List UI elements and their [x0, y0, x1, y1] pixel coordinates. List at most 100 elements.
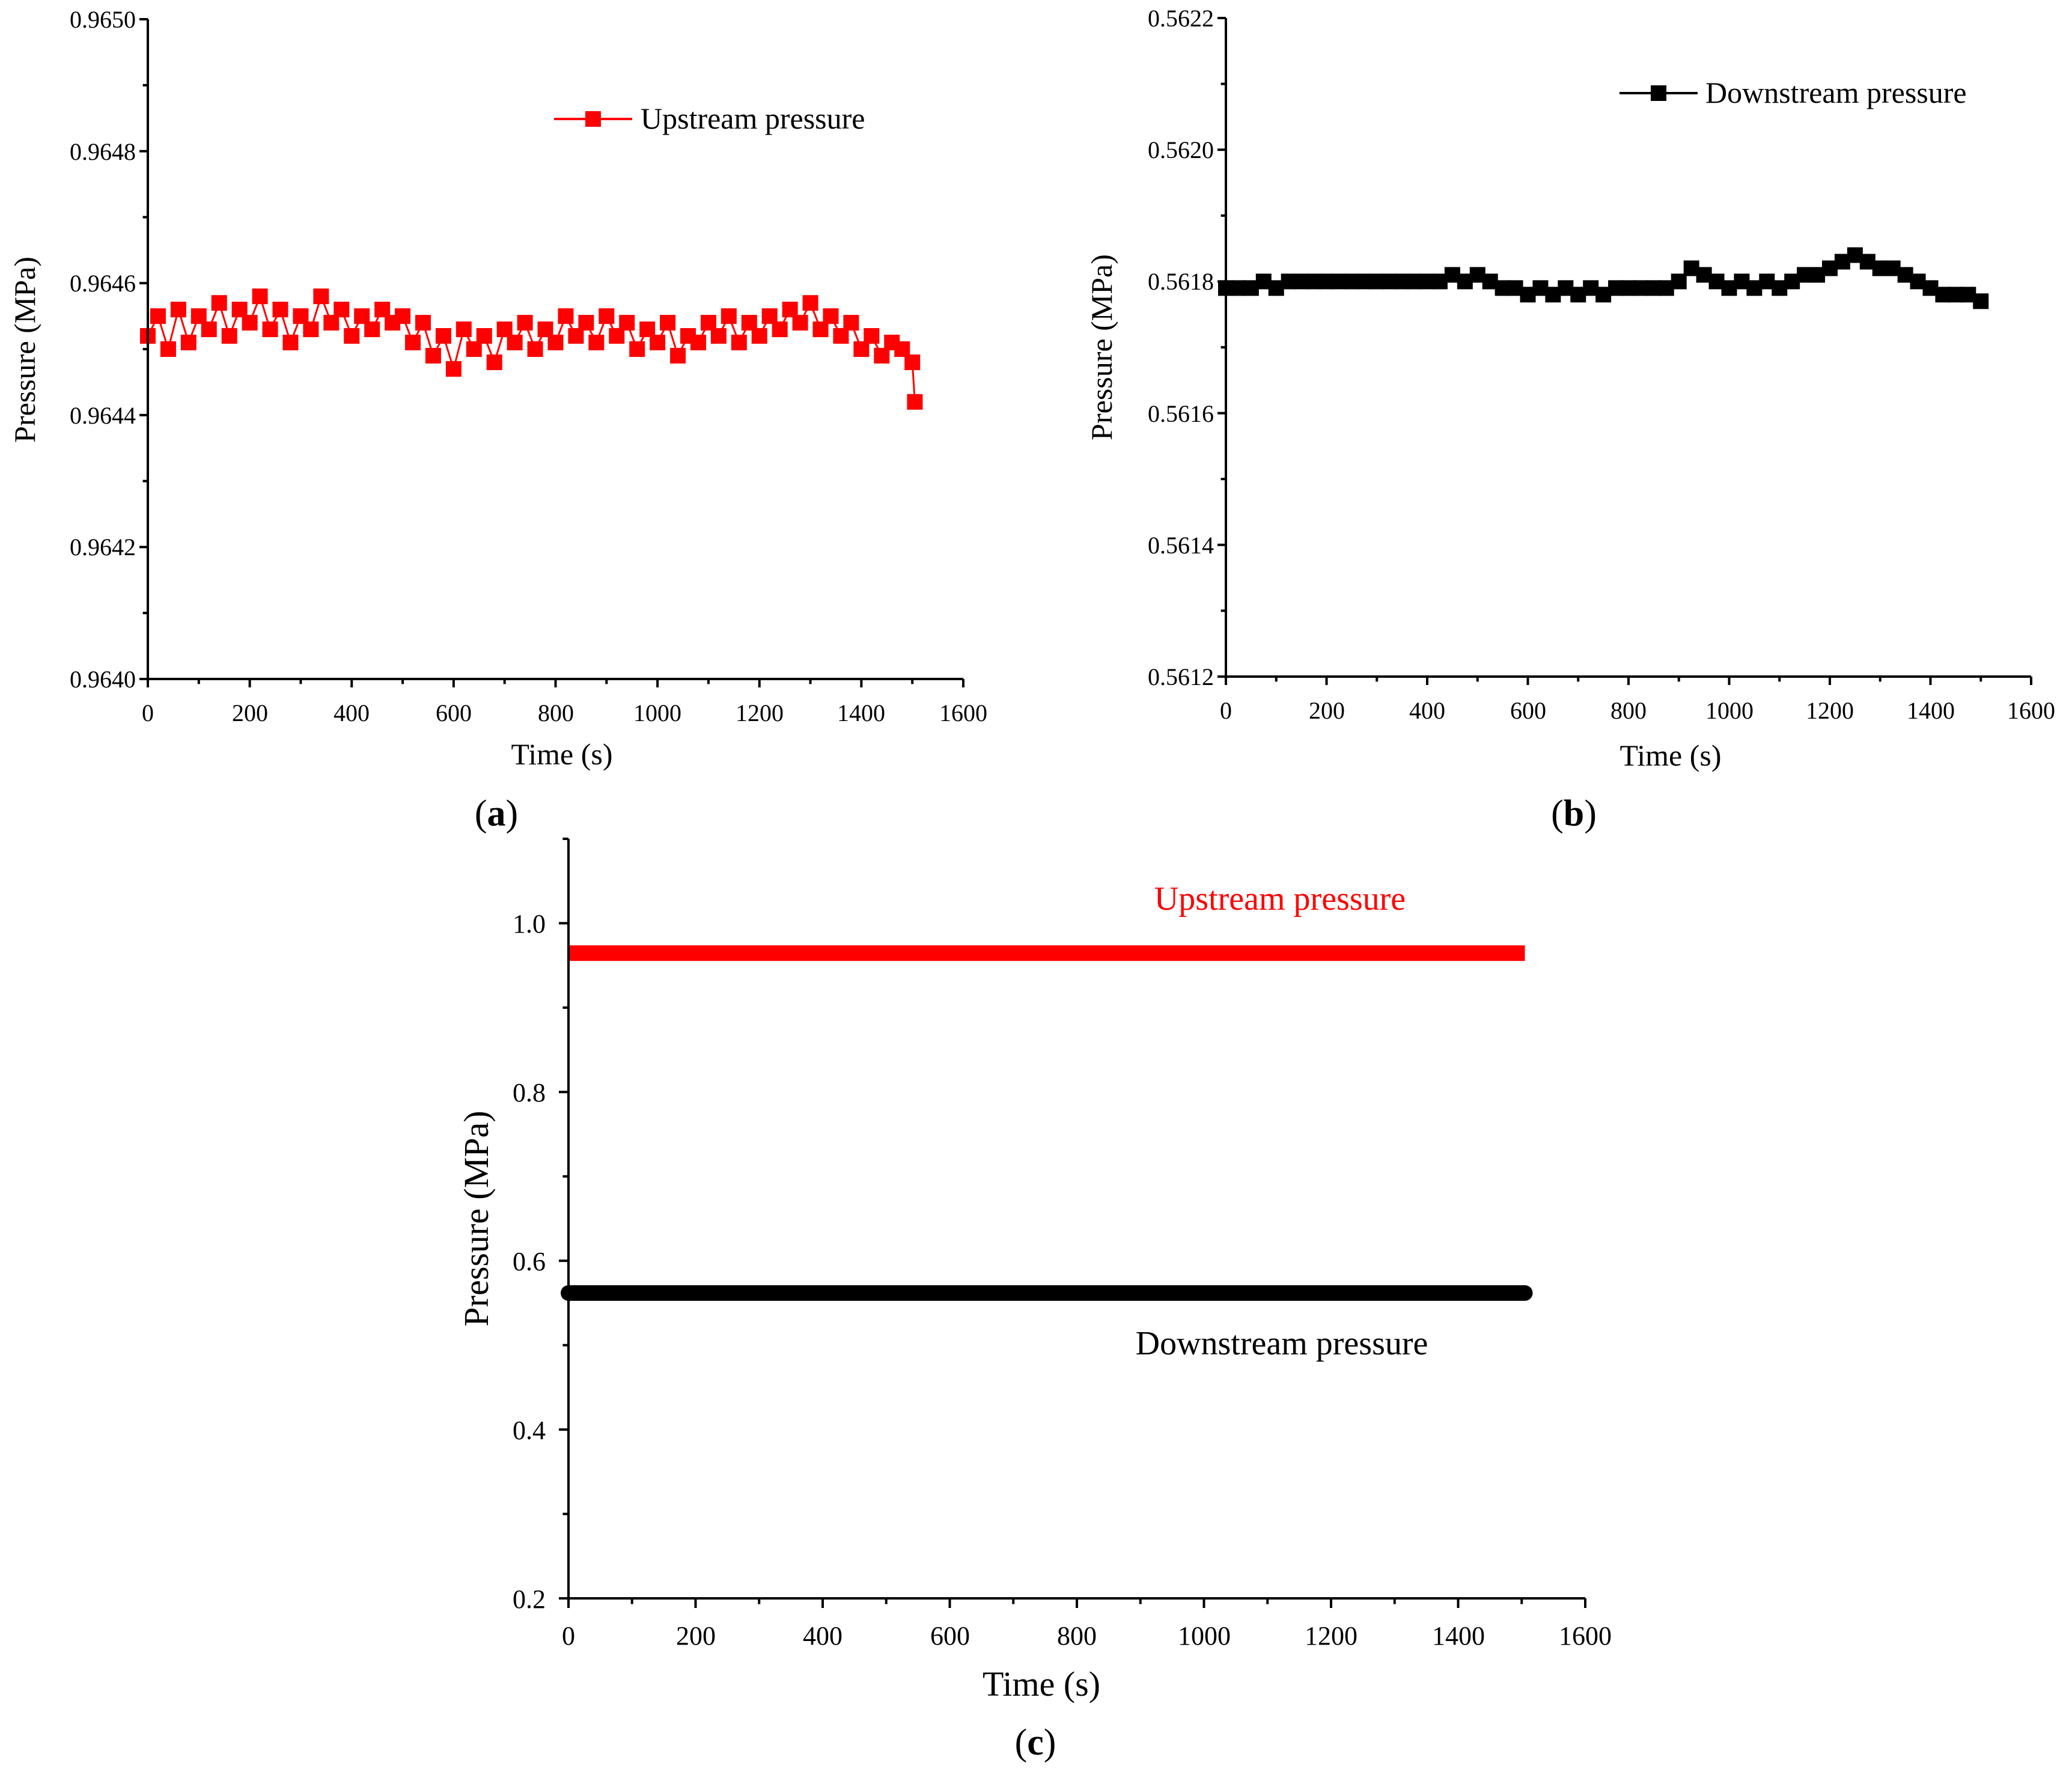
panel-a-x-axis-title: Time (s) — [511, 737, 612, 771]
panel-b-chart: 0 200 400 600 800 1000 1200 1400 1600 0.… — [1085, 5, 2055, 834]
data-point — [1973, 293, 1989, 309]
panel-a-y-tick-label: 0.9642 — [70, 534, 136, 561]
panel-a-legend: Upstream pressure — [554, 102, 865, 135]
data-point — [802, 295, 818, 311]
panel-b-x-tick-label: 200 — [1309, 697, 1345, 724]
panel-c-x-tick-label: 400 — [803, 1621, 843, 1651]
panel-a-y-tick-label: 0.9648 — [70, 138, 136, 165]
data-point — [364, 321, 380, 338]
panel-b-x-tick-label: 1000 — [1705, 697, 1754, 724]
data-point — [170, 302, 186, 318]
data-point — [588, 335, 605, 351]
data-point — [761, 308, 778, 324]
panel-c-label: (c) — [1015, 1722, 1056, 1763]
data-point — [843, 315, 859, 331]
data-point — [792, 315, 808, 331]
data-point — [721, 308, 737, 324]
panel-a-y-tick-label: 0.9640 — [70, 666, 136, 693]
data-point — [1671, 273, 1687, 290]
data-point — [609, 328, 625, 344]
panel-a-label-letter: a — [487, 793, 506, 834]
data-point — [486, 354, 502, 370]
panel-c-y-tick-label: 0.6 — [513, 1247, 546, 1276]
panel-c-x-tick-label: 600 — [930, 1621, 970, 1651]
panel-b-legend: Downstream pressure — [1620, 76, 1967, 109]
panel-b-x-tick-label: 1400 — [1907, 697, 1955, 724]
panel-b-y-tick-label: 0.5622 — [1148, 5, 1214, 32]
data-point — [476, 328, 492, 344]
data-point — [650, 335, 666, 351]
data-point — [344, 328, 360, 344]
panel-a-x-tick-label: 200 — [232, 699, 268, 726]
panel-b-y-tick-label: 0.5612 — [1148, 663, 1214, 690]
data-point — [690, 335, 706, 351]
data-point — [517, 315, 533, 331]
data-point — [303, 321, 319, 338]
panel-b-x-tick-label: 600 — [1510, 697, 1546, 724]
data-point — [812, 321, 829, 338]
panel-c-label-letter: c — [1027, 1722, 1044, 1763]
panel-c-y-axis-title: Pressure (MPa) — [457, 1110, 496, 1326]
panel-a-x-tick-label: 600 — [436, 699, 472, 726]
data-point — [619, 315, 635, 331]
panel-a-x-tick-label: 1400 — [837, 699, 885, 726]
panel-b-x-tick-labels: 0 200 400 600 800 1000 1200 1400 1600 — [1220, 697, 2055, 724]
data-point — [731, 335, 747, 351]
panel-c-y-tick-label: 0.8 — [513, 1078, 546, 1107]
data-point — [231, 302, 248, 318]
data-point — [833, 328, 849, 344]
panel-b-series — [1218, 247, 1989, 309]
data-point — [180, 335, 197, 351]
data-point — [527, 341, 543, 357]
panel-a-x-tick-label: 1000 — [633, 699, 681, 726]
data-point — [221, 328, 237, 344]
data-point — [772, 321, 788, 338]
data-point — [405, 335, 421, 351]
panel-c-ticks — [559, 838, 1586, 1608]
data-point — [904, 354, 921, 370]
panel-a-series — [140, 288, 923, 410]
data-point — [741, 315, 757, 331]
panel-c-series — [561, 945, 1533, 1301]
data-point — [782, 302, 798, 318]
panel-a-legend-label: Upstream pressure — [641, 102, 865, 135]
panel-a-y-tick-label: 0.9644 — [70, 402, 136, 429]
panel-b-x-axis-title: Time (s) — [1620, 738, 1721, 772]
data-point — [894, 341, 910, 357]
data-point — [823, 308, 839, 324]
panel-c-x-tick-label: 0 — [562, 1621, 575, 1651]
panel-c-x-tick-label: 1000 — [1178, 1621, 1231, 1651]
data-point — [293, 308, 309, 324]
panel-c-y-tick-label: 0.4 — [513, 1416, 546, 1445]
panel-a-label: (a) — [475, 793, 518, 834]
data-point — [395, 308, 411, 324]
data-point — [853, 341, 870, 357]
data-point — [445, 361, 462, 377]
data-point — [160, 341, 176, 357]
panel-c-y-tick-labels: 0.2 0.4 0.6 0.8 1.0 — [513, 909, 546, 1614]
panel-b-ticks — [1217, 17, 2032, 685]
data-point — [456, 321, 472, 338]
data-point — [751, 328, 767, 344]
panel-c-x-tick-labels: 0 200 400 600 800 1000 1200 1400 1600 — [562, 1621, 1612, 1651]
data-point — [323, 315, 340, 331]
data-point — [272, 302, 288, 318]
panel-c-x-tick-label: 200 — [676, 1621, 716, 1651]
panel-a-x-tick-label: 800 — [538, 699, 574, 726]
panel-b-x-tick-label: 1200 — [1806, 697, 1854, 724]
panel-b-x-tick-label: 400 — [1409, 697, 1445, 724]
data-point — [660, 315, 676, 331]
panel-a-y-axis-title: Pressure (MPa) — [8, 257, 41, 443]
panel-c-x-tick-label: 1200 — [1305, 1621, 1357, 1651]
data-point — [639, 321, 656, 338]
panel-b-y-tick-label: 0.5616 — [1148, 400, 1214, 427]
panel-a-y-tick-label: 0.9650 — [70, 6, 136, 33]
panel-a-x-tick-labels: 0 200 400 600 800 1000 1200 1400 1600 — [142, 699, 987, 726]
panel-c-upstream-annotation: Upstream pressure — [1154, 880, 1406, 918]
data-point — [578, 315, 594, 331]
panel-b-legend-marker — [1651, 85, 1666, 101]
data-point — [354, 308, 370, 324]
data-point — [547, 335, 564, 351]
panel-b-x-tick-label: 0 — [1220, 697, 1232, 724]
